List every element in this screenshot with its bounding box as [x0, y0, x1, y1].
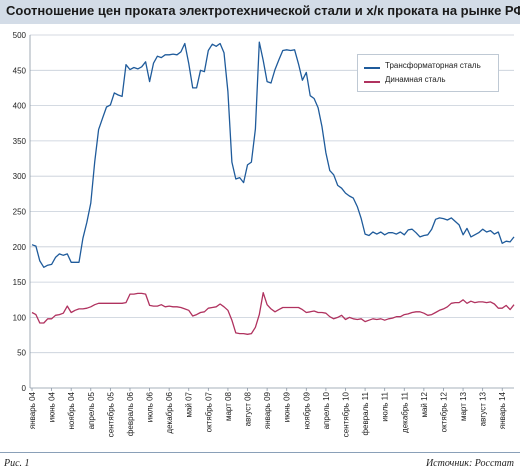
x-tick-label: сентябрь 05 [106, 391, 115, 437]
legend-item-transformer: Трансформаторная сталь [364, 61, 498, 73]
legend-label-dynamo: Динамная сталь [385, 75, 446, 84]
x-tick-label: август 08 [244, 391, 253, 426]
series-line-transformer [31, 41, 515, 268]
x-tick-label: апрель 05 [87, 391, 96, 429]
legend-item-dynamo: Динамная сталь [364, 75, 498, 87]
y-tick-label: 450 [13, 66, 27, 75]
y-tick-label: 300 [13, 172, 27, 181]
x-tick-label: январь 14 [498, 391, 507, 429]
x-tick-label: февраль 06 [126, 391, 135, 436]
x-tick-label: май 12 [420, 391, 429, 417]
x-tick-label: октябрь 12 [439, 391, 448, 432]
source-caption: Источник: Росстат [425, 458, 514, 469]
y-tick-label: 200 [13, 243, 27, 252]
legend: Трансформаторная сталь Динамная сталь [357, 54, 499, 92]
x-tick-label: сентябрь 10 [341, 391, 350, 437]
x-tick-label: июль 06 [146, 391, 155, 422]
header-bar: Соотношение цен проката электротехническ… [0, 0, 520, 24]
x-tick-label: январь 09 [263, 391, 272, 429]
chart-area: 0 50 100 150 200 250 300 350 400 450 500 январь 04 и… [0, 24, 520, 452]
x-tick-label: декабрь 11 [400, 391, 409, 433]
y-tick-label: 400 [13, 102, 27, 111]
x-tick-label: октябрь 07 [204, 391, 213, 432]
legend-swatch-transformer [364, 67, 380, 69]
x-tick-label: ноябрь 09 [302, 391, 311, 429]
y-tick-label: 250 [13, 208, 27, 217]
figure-caption: Рис. 1 [4, 458, 30, 469]
x-tick-label: июль 11 [381, 391, 390, 421]
x-tick-label: август 13 [479, 391, 488, 426]
footer: Рис. 1 Источник: Росстат [0, 452, 520, 473]
chart-title: Соотношение цен проката электротехническ… [6, 3, 520, 18]
x-tick-label: декабрь 06 [165, 391, 174, 433]
y-tick-label: 100 [13, 313, 27, 322]
series-line-dynamo [31, 292, 515, 335]
x-tick-label: май 07 [185, 391, 194, 417]
x-tick-label: февраль 11 [361, 391, 370, 435]
y-tick-label: 500 [13, 31, 27, 40]
x-tick-label: январь 04 [28, 391, 37, 429]
legend-swatch-dynamo [364, 81, 380, 83]
x-tick-label: июнь 04 [48, 391, 57, 422]
y-tick-label: 50 [17, 349, 26, 358]
x-tick-label: ноябрь 04 [67, 391, 76, 429]
x-tick-label: апрель 10 [322, 391, 331, 429]
line-chart: 0 50 100 150 200 250 300 350 400 450 500 январь 04 и… [13, 31, 515, 437]
x-tick-label: июнь 09 [283, 391, 292, 422]
legend-label-transformer: Трансформаторная сталь [385, 61, 481, 70]
y-tick-label: 150 [13, 278, 27, 287]
y-tick-label: 0 [22, 384, 27, 393]
x-tick-label: март 08 [224, 391, 233, 421]
y-tick-label: 350 [13, 137, 27, 146]
x-tick-label: март 13 [459, 391, 468, 421]
